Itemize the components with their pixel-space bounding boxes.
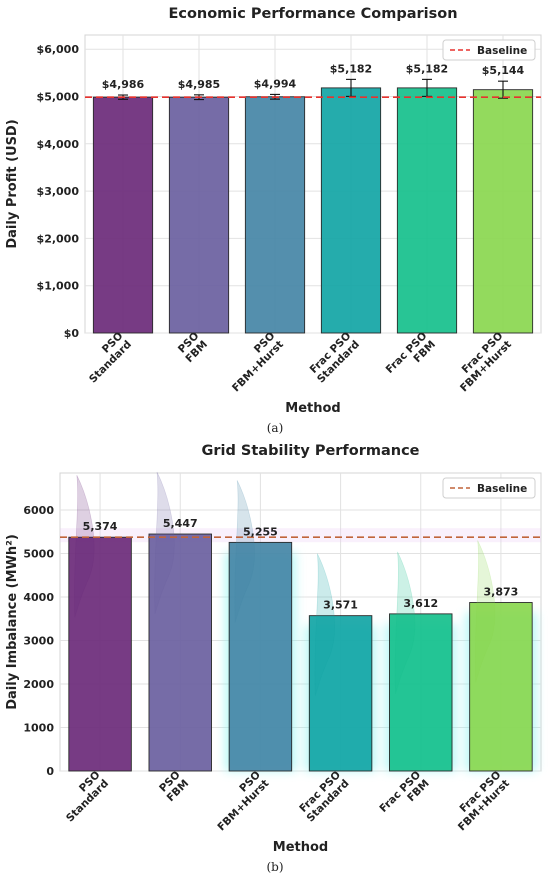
legend-box: [442, 39, 536, 61]
y-tick-label: $4,000: [37, 138, 80, 151]
chart-grid-stability: 0 1000 2000 3000 4000 5000 6000 5,374 5,447 5,255…: [5, 443, 542, 874]
bar: [389, 613, 453, 772]
y-tick-label: 2000: [23, 678, 54, 691]
x-axis-label: Method: [273, 840, 328, 855]
bar-value-label: 3,873: [484, 586, 519, 599]
legend: Baseline: [442, 39, 536, 61]
y-axis-label: Daily Profit (USD): [5, 119, 20, 248]
bar: [92, 96, 154, 334]
distribution-shape: [234, 480, 255, 623]
y-tick-label: $5,000: [37, 90, 80, 103]
plot-area: [84, 34, 542, 334]
bar: [148, 533, 212, 772]
bar-value-label: 5,447: [163, 517, 198, 530]
bar: [228, 541, 293, 772]
bar-value-label: 3,571: [323, 599, 358, 612]
figure-caption: (a): [267, 421, 284, 435]
x-axis-label: Method: [285, 401, 340, 416]
bar: [244, 96, 306, 334]
chart-title: Grid Stability Performance: [201, 443, 419, 459]
y-tick-label: $0: [64, 327, 80, 340]
y-tick-label: 4000: [23, 591, 54, 604]
legend-label: Baseline: [477, 45, 527, 57]
y-tick-label: 0: [46, 765, 54, 778]
plot-area: [59, 472, 542, 772]
distribution-shape: [154, 471, 175, 615]
legend: Baseline: [442, 477, 536, 499]
bar-value-label: $4,994: [254, 77, 297, 90]
y-axis-label: Daily Imbalance (MWh²): [5, 534, 20, 710]
chart-title: Economic Performance Comparison: [168, 6, 457, 22]
y-tick-label: $3,000: [37, 185, 80, 198]
legend-label: Baseline: [477, 483, 527, 495]
figure-caption: (b): [266, 860, 283, 874]
bar: [308, 615, 373, 772]
legend-box: [442, 477, 536, 499]
bar-value-label: $4,986: [102, 78, 145, 91]
y-tick-label: $1,000: [37, 280, 80, 293]
y-tick-label: 6000: [23, 504, 54, 517]
bar-value-label: 5,255: [243, 525, 278, 538]
bar: [469, 602, 533, 772]
bar-value-label: $5,182: [406, 62, 448, 75]
y-tick-label: $6,000: [37, 43, 80, 56]
bar: [320, 87, 382, 334]
distribution-shape: [74, 475, 95, 618]
baseline-band: [60, 528, 541, 543]
bar-value-label: $4,985: [178, 78, 220, 91]
bar-value-label: $5,182: [330, 62, 372, 75]
bar-value-label: 3,612: [403, 597, 438, 610]
chart-economic-performance: $0 $1,000 $2,000 $3,000 $4,000 $5,000 $6,000 $4…: [5, 6, 542, 435]
distribution-shape: [314, 553, 335, 696]
bar-value-label: 5,374: [83, 520, 118, 533]
y-tick-label: 5000: [23, 547, 54, 560]
bar-value-label: $5,144: [482, 64, 525, 77]
bar: [472, 89, 534, 334]
distribution-shape: [394, 551, 416, 694]
bar: [68, 536, 132, 772]
y-tick-label: 1000: [23, 721, 54, 734]
y-tick-label: 3000: [23, 634, 54, 647]
distribution-shape: [475, 540, 496, 683]
bar: [168, 96, 230, 334]
bar: [396, 87, 458, 334]
y-tick-label: $2,000: [37, 232, 80, 245]
